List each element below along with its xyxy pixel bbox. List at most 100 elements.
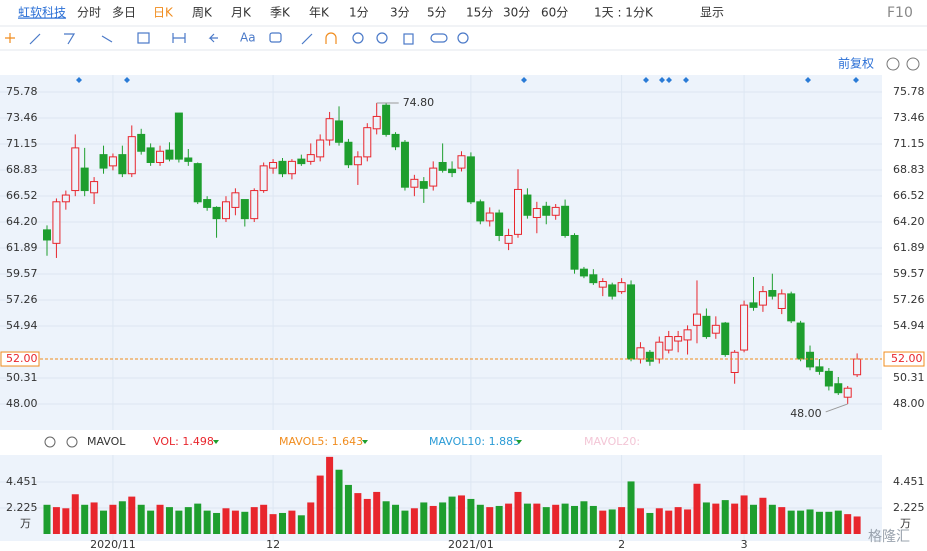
volume-bar [476,504,484,534]
mavol5-value: MAVOL5: 1.643 [279,435,363,448]
fib-tool[interactable] [101,35,113,43]
period-tab[interactable]: 3分 [390,6,410,20]
rect-tool[interactable] [137,32,150,44]
candle-body [683,329,692,341]
candle-body [43,229,51,241]
close-icon[interactable] [66,436,78,448]
candle-body [674,336,683,342]
hide-tool[interactable] [376,32,388,44]
candle-body [636,347,645,360]
note-tool[interactable] [269,32,282,43]
candle-body [400,141,409,188]
last-price-label: 52.00 [6,352,38,365]
y-tick-label-right: 68.83 [893,163,925,176]
period-tab[interactable]: 季K [270,6,291,20]
period-tab[interactable]: 多日 [112,6,136,20]
candle-body [532,208,541,219]
period-tab[interactable]: 分时 [77,6,101,20]
candle-body [71,147,80,192]
down-arrow [362,440,368,444]
period-tab[interactable]: 5分 [427,6,447,20]
measure-tool[interactable] [172,33,186,43]
candle-body [353,156,362,166]
period-tab[interactable]: 月K [231,6,252,20]
volume-bar [665,510,673,534]
period-tab[interactable]: 60分 [541,6,568,20]
period-tab[interactable]: 周K [192,6,213,20]
back-tool[interactable] [208,33,218,43]
volume-bar [844,514,852,534]
candle-body [457,155,466,169]
period-tab[interactable]: 年K [309,6,330,20]
volume-bar [52,507,60,534]
high-label: 74.80 [403,96,435,109]
volume-bar [523,503,531,534]
candle-body [137,133,146,152]
settings-icon[interactable] [44,436,56,448]
volume-bars [43,456,861,534]
y-tick-label-right: 50.31 [893,371,925,384]
candle-body [429,167,438,187]
magnet-tool[interactable] [325,32,337,44]
mavol20-value: MAVOL20: [584,435,640,448]
axis-labels: 48.00 48.00 50.31 50.31 54.94 54.94 57.26 57.26… [0,85,925,551]
volume-bar [589,505,597,534]
period-tab[interactable]: 日K [153,6,174,20]
text-tool[interactable]: Aa [240,31,256,45]
candle-body [645,351,654,362]
volume-bar [731,503,739,534]
candle-body [815,366,824,372]
candle-body [853,358,862,376]
settings-tool[interactable] [457,32,469,44]
candle-body [90,181,99,194]
candle-body [52,201,61,244]
link-tool[interactable] [430,33,448,43]
volume-tick-label: 4.451 [6,475,38,488]
lock-tool[interactable] [352,32,364,44]
candle-body [711,324,720,334]
candle-body [363,127,372,158]
candle-body [664,336,673,351]
candle-body [702,315,711,338]
period-tab[interactable]: 1天 : 1分K [594,6,654,20]
candle-body [504,234,513,244]
volume-bar [674,507,682,534]
volume-bar [815,511,823,534]
pen-tool[interactable] [301,33,313,45]
candle-body [692,313,701,326]
adjust-button[interactable]: 前复权 [838,56,874,71]
volume-bar [825,511,833,534]
price-pane [0,75,882,430]
display-menu[interactable]: 显示 [700,6,724,20]
candle-body [344,141,353,166]
delete-tool[interactable] [403,33,414,45]
volume-legend: MAVOL VOL: 1.498 MAVOL5: 1.643 MAVOL10: … [44,435,640,448]
volume-bar [853,516,861,534]
volume-bar [175,510,183,534]
candle-body [240,199,249,220]
y-tick-label-right: 66.52 [893,189,925,202]
volume-unit: 万 [20,517,31,530]
candle-body [419,181,428,189]
period-tab[interactable]: 15分 [466,6,493,20]
candle-body [127,136,136,175]
candle-body [608,284,617,297]
history-button[interactable] [886,57,900,71]
volume-bar [571,505,579,534]
y-tick-label: 73.46 [6,111,38,124]
candle-body [80,167,89,192]
candle-body [410,178,419,188]
collapse-button[interactable] [906,57,920,71]
candle-body [843,387,852,398]
period-tab[interactable]: 30分 [503,6,530,20]
stock-name[interactable]: 虹软科技 [18,6,66,20]
candle-body [372,115,381,130]
crosshair-tool[interactable] [5,33,15,43]
event-marker[interactable] [76,77,859,83]
period-tab[interactable]: 1分 [349,6,369,20]
line-tool[interactable] [29,33,41,45]
channel-tool[interactable] [64,33,76,45]
volume-tick-label-right: 4.451 [893,475,925,488]
f10-button[interactable]: F10 [887,5,913,21]
